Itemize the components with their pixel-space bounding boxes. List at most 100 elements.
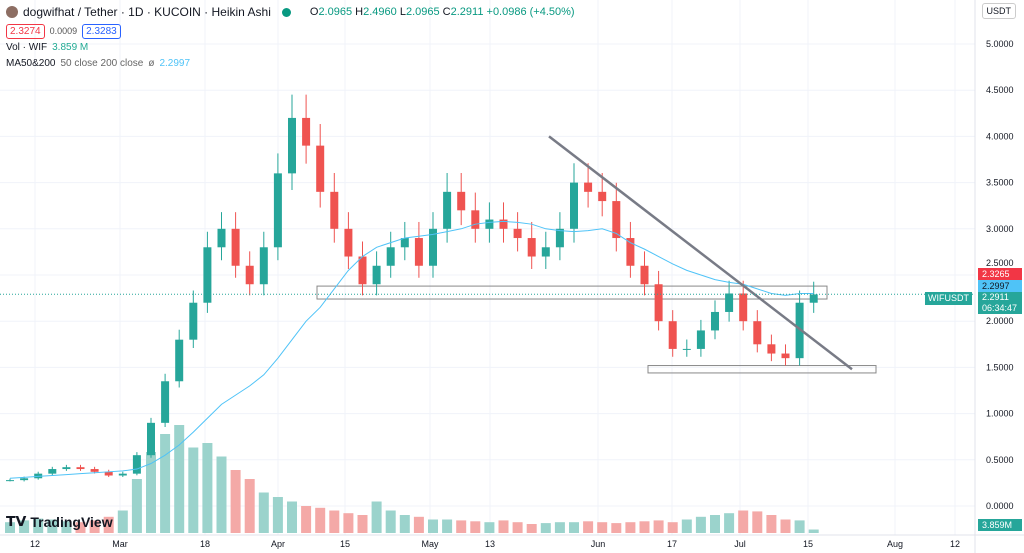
volume-bar (5, 522, 15, 533)
x-tick-label: Mar (112, 539, 128, 549)
candle-body (513, 228, 522, 239)
ma-symbol: ø (148, 57, 155, 69)
volume-bar (470, 521, 481, 533)
volume-bar (103, 516, 114, 533)
candle-body (682, 348, 691, 350)
candle-body (302, 117, 311, 146)
volume-bar (442, 519, 453, 533)
candle-body (570, 182, 578, 229)
x-tick-label: Apr (271, 539, 285, 549)
ma-value: 2.2997 (159, 57, 191, 69)
candle-body (273, 173, 282, 248)
y-tick-label: 2.0000 (986, 316, 1014, 326)
volume-bar (794, 520, 805, 533)
candle-body (259, 247, 268, 285)
price-tag-ma: 2.2997 (978, 280, 1022, 292)
ma-label[interactable]: MA50&200 (6, 57, 56, 69)
volume-bar (188, 447, 199, 533)
volume-bar (681, 519, 692, 533)
volume-bar (202, 443, 213, 533)
candle-body (541, 247, 550, 257)
volume-bar (554, 522, 565, 533)
tradingview-logo[interactable]: 𝗧𝗩 TradingView (6, 513, 113, 530)
volume-bar (329, 510, 340, 533)
candle-body (457, 191, 466, 211)
price-tag-last: 2.2911 06:34:47 (978, 292, 1022, 314)
volume-bar (512, 522, 523, 533)
y-tick-label: 0.0000 (986, 501, 1014, 511)
volume-bar (371, 501, 382, 533)
candle-body (316, 145, 325, 192)
volume-bar (498, 520, 509, 533)
volume-bar (766, 515, 777, 533)
volume-bar (385, 510, 396, 533)
volume-bar (611, 523, 622, 533)
candle-body (767, 344, 776, 354)
candle-body (358, 256, 367, 285)
volume-bar (695, 516, 706, 533)
x-tick-label: 13 (485, 539, 495, 549)
candle-body (217, 228, 226, 248)
volume-bar (625, 522, 636, 533)
candle-body (20, 478, 29, 481)
candle-body (104, 471, 113, 476)
candle-body (640, 265, 649, 285)
candle-body (711, 311, 719, 331)
candle-body (527, 238, 536, 257)
symbol-title[interactable]: dogwifhat / Tether · 1D · KUCOIN · Heiki… (23, 5, 271, 19)
volume-bar (258, 492, 269, 533)
ma-params: 50 close 200 close (60, 57, 144, 69)
support-zone (647, 365, 877, 374)
volume-label[interactable]: Vol · WIF (6, 41, 48, 53)
currency-selector[interactable]: USDT (981, 3, 1016, 19)
candle-body (626, 238, 635, 266)
volume-bar (146, 452, 156, 533)
x-tick-label: 15 (340, 539, 350, 549)
volume-bar (131, 479, 142, 533)
x-tick-label: 18 (200, 539, 210, 549)
candle-body (555, 228, 564, 248)
volume-bar (428, 519, 438, 533)
candle-body (90, 469, 99, 472)
volume-bar (484, 522, 495, 533)
candle-body (203, 247, 212, 303)
volume-bar (653, 520, 664, 533)
candle-body (584, 182, 593, 192)
market-status-icon (281, 7, 291, 17)
volume-bar (315, 507, 326, 533)
candle-body (696, 330, 705, 349)
symbol-logo-icon (6, 6, 18, 18)
y-tick-label: 4.0000 (986, 131, 1014, 141)
ma50-line (9, 220, 814, 479)
candle-body (231, 228, 240, 266)
candle-body (175, 339, 184, 382)
candle-body (132, 455, 141, 474)
volume-bar (413, 516, 424, 533)
candle-body (429, 228, 437, 266)
candle-body (48, 469, 57, 474)
candle-body (668, 321, 677, 349)
sell-button[interactable]: 2.3274 (6, 23, 45, 39)
volume-bar (272, 497, 283, 533)
x-tick-label: Jun (591, 539, 606, 549)
volume-bar (19, 520, 30, 533)
y-tick-label: 1.5000 (986, 362, 1014, 372)
volume-bar (287, 501, 297, 533)
candle-body (598, 191, 607, 202)
x-tick-label: 17 (667, 539, 677, 549)
ohlc-values: O2.0965 H2.4960 L2.0965 C2.2911 +0.0986 … (309, 6, 575, 18)
volume-bar (780, 519, 791, 533)
candle-body (781, 353, 790, 359)
volume-bar (597, 522, 608, 533)
candle-body (753, 321, 762, 345)
symbol-tag: WIFUSDT (925, 292, 972, 305)
y-tick-label: 3.5000 (986, 178, 1014, 188)
x-tick-label: 12 (950, 539, 960, 549)
y-tick-label: 0.5000 (986, 455, 1014, 465)
volume-bar (301, 506, 312, 533)
candle-body (485, 219, 494, 229)
buy-button[interactable]: 2.3283 (82, 23, 121, 39)
volume-tag: 3.859M (978, 519, 1022, 531)
candle-body (739, 293, 748, 322)
